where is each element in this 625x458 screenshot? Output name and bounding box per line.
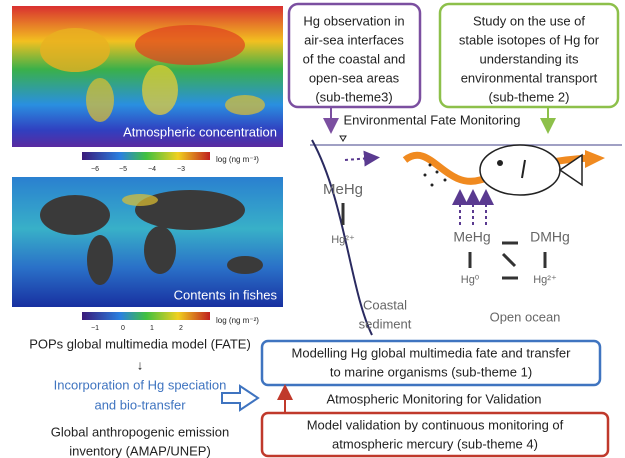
coastal-label: sediment <box>359 316 412 331</box>
species-label: MeHg <box>323 181 363 198</box>
colorbar-tick: 2 <box>179 325 183 332</box>
coastal-label: Coastal <box>363 297 407 312</box>
box-line: (sub-theme 2) <box>489 89 570 104</box>
modelling-box: Modelling Hg global multimedia fate and … <box>260 339 602 387</box>
map-caption: Contents in fishes <box>174 287 278 302</box>
map-fishes: Contents in fishes <box>12 177 283 307</box>
inventory-text: Global anthropogenic emission <box>51 424 230 439</box>
box-line: Model validation by continuous monitorin… <box>307 417 564 432</box>
colorbar-tick: 1 <box>150 325 154 332</box>
species-label: DMHg <box>530 229 570 245</box>
open-ocean-label: Open ocean <box>490 309 561 324</box>
box-line: understanding its <box>479 51 579 66</box>
colorbar-tick: 0 <box>121 325 125 332</box>
species-label: Hg⁰ <box>461 274 480 286</box>
incorporation-text: Incorporation of Hg speciation <box>54 377 227 392</box>
box-line: open-sea areas <box>309 70 400 85</box>
validation-box: Model validation by continuous monitorin… <box>260 411 610 458</box>
isotopes-box: Study on the use of stable isotopes of H… <box>438 2 620 109</box>
box-line: of the coastal and <box>303 51 406 66</box>
arrow-text: ↓ <box>137 357 144 372</box>
box-line: Study on the use of <box>473 13 585 28</box>
inventory-text: inventory (AMAP/UNEP) <box>69 443 211 458</box>
model-text: POPs global multimedia model (FATE) <box>29 336 251 351</box>
box-line: air-sea interfaces <box>304 32 404 47</box>
colorbar <box>82 312 210 320</box>
box-line: (sub-theme3) <box>315 89 392 104</box>
box-line: to marine organisms (sub-theme 1) <box>330 364 532 379</box>
species-label: Hg²⁺ <box>533 274 557 286</box>
colorbar-tick: −6 <box>91 166 99 173</box>
colorbar <box>82 152 210 160</box>
box-line: stable isotopes of Hg for <box>459 32 600 47</box>
species-label: MeHg <box>453 229 490 245</box>
schematic <box>310 135 622 336</box>
colorbar-tick: −5 <box>119 166 127 173</box>
observation-box: Hg observation in air-sea interfaces of … <box>287 2 422 109</box>
fate-label: Environmental Fate Monitoring <box>343 112 520 127</box>
box-line: environmental transport <box>461 70 598 85</box>
colorbar-tick: −1 <box>91 325 99 332</box>
map-caption: Atmospheric concentration <box>123 124 277 139</box>
colorbar-unit: log (ng m⁻³) <box>216 155 259 164</box>
incorporation-text: and bio-transfer <box>94 397 186 412</box>
box-line: atmospheric mercury (sub-theme 4) <box>332 436 538 451</box>
atm-label: Atmospheric Monitoring for Validation <box>326 391 541 406</box>
colorbar-tick: −4 <box>148 166 156 173</box>
hollow-arrow <box>221 384 260 412</box>
colorbar-tick: −3 <box>177 166 185 173</box>
species-label: Hg²⁺ <box>331 234 355 246</box>
colorbar-unit: log (ng m⁻²) <box>216 316 259 325</box>
map-atmospheric: Atmospheric concentration <box>12 6 283 147</box>
box-line: Hg observation in <box>303 13 404 28</box>
box-line: Modelling Hg global multimedia fate and … <box>292 345 572 360</box>
